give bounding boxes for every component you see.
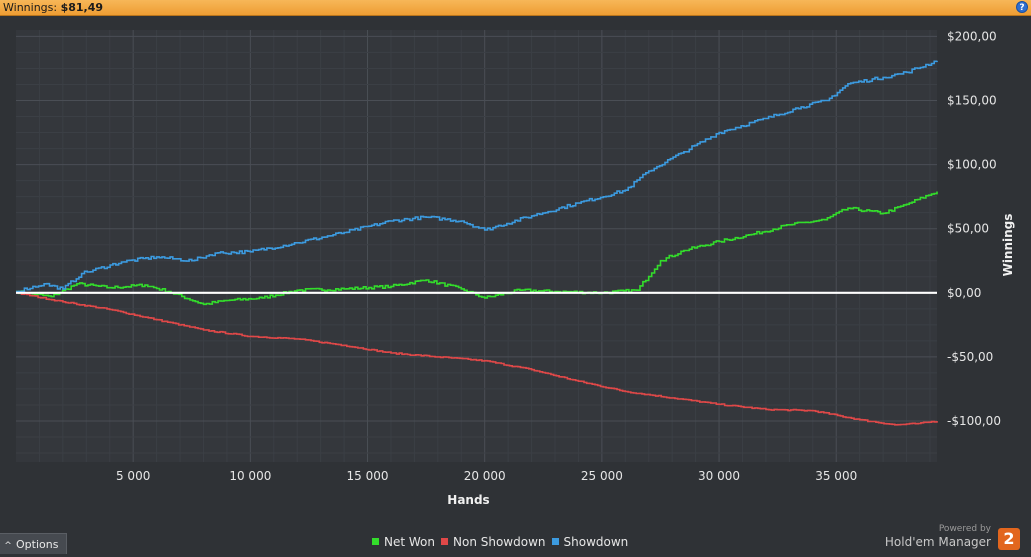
- y-tick-label: -$50,00: [947, 350, 993, 364]
- options-button[interactable]: ^ Options: [0, 533, 67, 554]
- legend-swatch: [372, 538, 379, 545]
- legend-label: Showdown: [563, 535, 629, 549]
- chart-legend: Net Won Non Showdown Showdown: [372, 534, 634, 550]
- legend-item-net-won[interactable]: Net Won: [372, 534, 435, 550]
- series-line-showdown: [16, 60, 938, 293]
- plot-area: [16, 30, 937, 462]
- brand-name: Hold'em Manager: [884, 535, 991, 549]
- caret-up-icon: ^: [4, 541, 12, 551]
- winnings-header: Winnings: $81,49 ?: [0, 0, 1031, 16]
- gridlines: [16, 30, 937, 462]
- legend-item-non-showdown[interactable]: Non Showdown: [441, 534, 546, 550]
- legend-swatch: [441, 538, 448, 545]
- y-tick-label: -$100,00: [947, 414, 1001, 428]
- x-tick-label: 15 000: [347, 469, 389, 483]
- winnings-label: Winnings:: [3, 1, 58, 14]
- series-line-non-showdown: [16, 292, 938, 426]
- brand-logo: 2: [998, 528, 1020, 550]
- x-axis-title: Hands: [447, 493, 489, 507]
- y-axis-ticks: $200,00 $150,00 $100,00 $50,00 $0,00 -$50,00 -…: [947, 29, 1001, 428]
- y-tick-label: $150,00: [947, 94, 997, 108]
- x-tick-label: 10 000: [229, 469, 271, 483]
- x-tick-label: 5 000: [116, 469, 150, 483]
- winnings-value: $81,49: [60, 1, 104, 14]
- x-tick-label: 20 000: [464, 469, 506, 483]
- x-tick-label: 25 000: [581, 469, 623, 483]
- y-axis-title: Winnings: [1001, 214, 1015, 277]
- legend-label: Non Showdown: [453, 535, 546, 549]
- legend-label: Net Won: [384, 535, 435, 549]
- winnings-summary: Winnings: $81,49: [3, 0, 103, 15]
- x-axis-ticks: 5 000 10 000 15 000 20 000 25 000 30 000 35 00…: [116, 469, 857, 483]
- x-tick-label: 30 000: [698, 469, 740, 483]
- legend-swatch: [551, 538, 559, 545]
- powered-by-label: Powered by: [938, 524, 991, 534]
- y-tick-label: $100,00: [947, 158, 997, 172]
- legend-item-showdown[interactable]: Showdown: [551, 534, 629, 550]
- y-tick-label: $0,00: [947, 286, 981, 300]
- y-tick-label: $200,00: [947, 29, 997, 43]
- x-tick-label: 35 000: [815, 469, 857, 483]
- options-label: Options: [16, 538, 59, 551]
- winnings-graph: 5 000 10 000 15 000 20 000 25 000 30 000 35 00…: [16, 29, 1015, 507]
- help-icon[interactable]: ?: [1016, 1, 1028, 13]
- y-tick-label: $50,00: [947, 222, 989, 236]
